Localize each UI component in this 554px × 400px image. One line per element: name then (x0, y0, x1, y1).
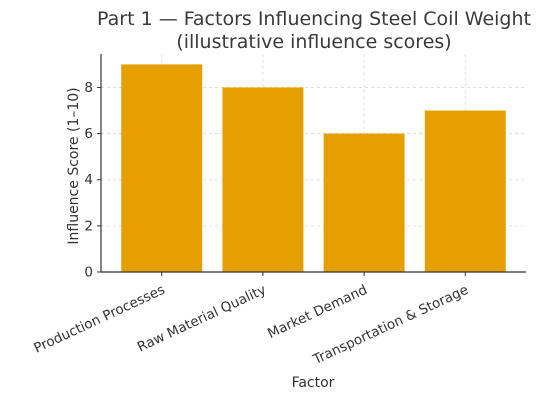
bar-production-processes (121, 64, 203, 272)
x-axis-label: Factor (292, 375, 335, 391)
y-tick-label: 4 (84, 172, 93, 188)
y-tick-label: 0 (84, 265, 93, 281)
chart-title-line-1: Part 1 — Factors Influencing Steel Coil … (97, 8, 531, 30)
y-tick-label: 2 (84, 218, 93, 234)
bar-raw-material-quality (222, 87, 304, 272)
y-axis-ticks: 0 2 4 6 8 (84, 80, 101, 281)
bar-transportation-storage (424, 110, 506, 272)
y-axis-label: Influence Score (1–10) (66, 87, 82, 244)
y-tick-label: 6 (84, 126, 93, 142)
chart-title-line-2: (illustrative influence scores) (176, 31, 451, 53)
bar-market-demand (323, 133, 405, 272)
bars (121, 64, 506, 272)
axes (100, 54, 526, 273)
y-tick-label: 8 (84, 80, 93, 96)
